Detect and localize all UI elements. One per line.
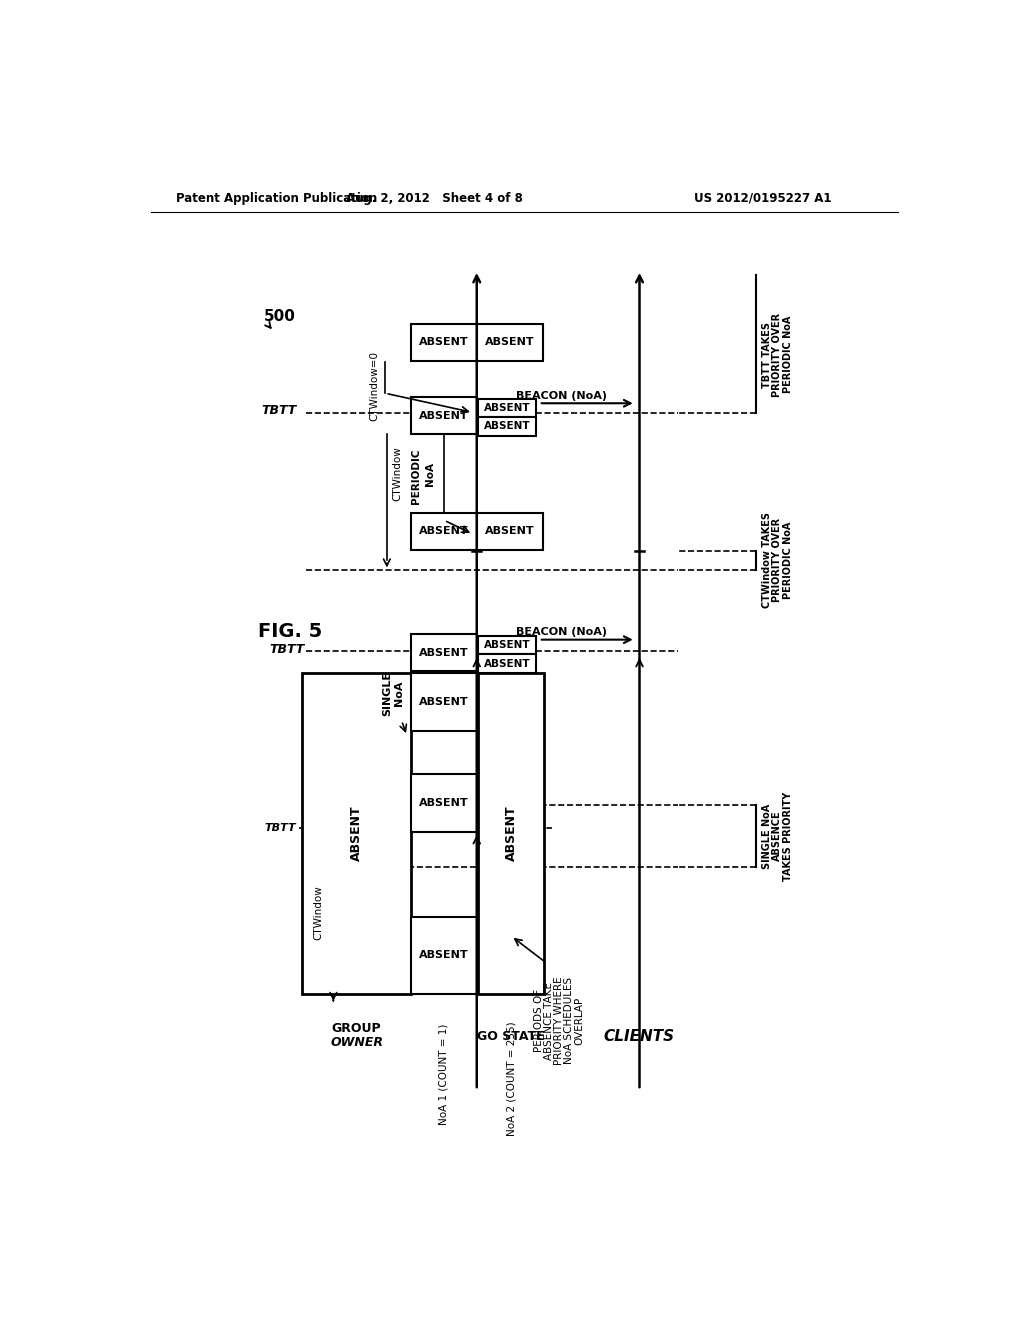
Bar — [411, 512, 477, 549]
Text: CLIENTS: CLIENTS — [604, 1028, 675, 1044]
Text: Aug. 2, 2012   Sheet 4 of 8: Aug. 2, 2012 Sheet 4 of 8 — [346, 191, 522, 205]
Text: ABSENT: ABSENT — [419, 799, 469, 808]
Text: NoA 1 (COUNT = 1): NoA 1 (COUNT = 1) — [439, 1024, 449, 1126]
Text: ABSENT: ABSENT — [419, 950, 469, 961]
Text: ABSENT: ABSENT — [484, 659, 530, 668]
Bar — [478, 655, 537, 673]
Text: NoA: NoA — [394, 681, 404, 706]
Text: PRIORITY OVER: PRIORITY OVER — [772, 313, 782, 397]
Text: BEACON (NoA): BEACON (NoA) — [516, 391, 607, 400]
Text: PRIORITY OVER: PRIORITY OVER — [772, 519, 782, 602]
Text: 500: 500 — [263, 309, 296, 323]
Text: ABSENT: ABSENT — [419, 411, 469, 421]
Text: ABSENT: ABSENT — [484, 403, 530, 413]
Text: ABSENCE: ABSENCE — [772, 810, 782, 862]
Bar — [411, 673, 477, 730]
Text: ABSENCE TAKE: ABSENCE TAKE — [544, 982, 554, 1060]
Text: TBTT TAKES: TBTT TAKES — [763, 322, 772, 388]
Text: SINGLE NoA: SINGLE NoA — [763, 804, 772, 869]
Text: NoA 2 (COUNT = 255): NoA 2 (COUNT = 255) — [506, 1022, 516, 1137]
Text: TBTT: TBTT — [269, 643, 305, 656]
Text: ABSENT: ABSENT — [484, 421, 530, 432]
Text: PERIODIC: PERIODIC — [412, 449, 421, 504]
Text: ABSENT: ABSENT — [419, 697, 469, 706]
Text: GROUP: GROUP — [332, 1022, 381, 1035]
Bar — [302, 673, 411, 994]
Bar — [478, 417, 537, 436]
Bar — [411, 397, 477, 434]
Text: SINGLE: SINGLE — [383, 671, 392, 715]
Text: ABSENT: ABSENT — [485, 338, 535, 347]
Text: TAKES PRIORITY: TAKES PRIORITY — [782, 792, 793, 880]
Text: CTWindow: CTWindow — [313, 886, 323, 940]
Bar — [477, 323, 543, 360]
Text: PERIODIC NoA: PERIODIC NoA — [782, 315, 793, 393]
Text: ABSENT: ABSENT — [419, 648, 469, 657]
Text: NoA SCHEDULES: NoA SCHEDULES — [564, 977, 574, 1064]
Text: ABSENT: ABSENT — [350, 805, 364, 861]
Bar — [411, 775, 477, 832]
Bar — [478, 399, 537, 417]
Text: FIG. 5: FIG. 5 — [258, 623, 323, 642]
Text: ABSENT: ABSENT — [505, 805, 518, 861]
Bar — [411, 323, 477, 360]
Text: ABSENT: ABSENT — [485, 527, 535, 536]
Text: OWNER: OWNER — [330, 1036, 383, 1049]
Text: CTWindow: CTWindow — [392, 446, 402, 502]
Bar — [411, 917, 477, 994]
Text: ABSENT: ABSENT — [419, 338, 469, 347]
Bar — [411, 635, 477, 671]
Text: OVERLAP: OVERLAP — [574, 997, 584, 1045]
Text: PRIORITY WHERE: PRIORITY WHERE — [554, 977, 564, 1065]
Bar — [477, 512, 543, 549]
Text: PERIODIC NoA: PERIODIC NoA — [782, 521, 793, 599]
Text: BEACON (NoA): BEACON (NoA) — [516, 627, 607, 638]
Text: ABSENT: ABSENT — [419, 527, 469, 536]
Text: TBTT: TBTT — [264, 824, 296, 833]
Text: GO STATE: GO STATE — [477, 1030, 545, 1043]
Text: TBTT: TBTT — [262, 404, 297, 417]
Text: US 2012/0195227 A1: US 2012/0195227 A1 — [693, 191, 831, 205]
Bar — [478, 673, 544, 994]
Text: PERIODS OF: PERIODS OF — [534, 989, 544, 1052]
Text: Patent Application Publication: Patent Application Publication — [176, 191, 377, 205]
Text: NoA: NoA — [425, 462, 435, 486]
Bar — [478, 636, 537, 655]
Text: CTWindow=0: CTWindow=0 — [370, 351, 380, 421]
Text: ABSENT: ABSENT — [484, 640, 530, 649]
Text: CTWindow TAKES: CTWindow TAKES — [763, 512, 772, 609]
